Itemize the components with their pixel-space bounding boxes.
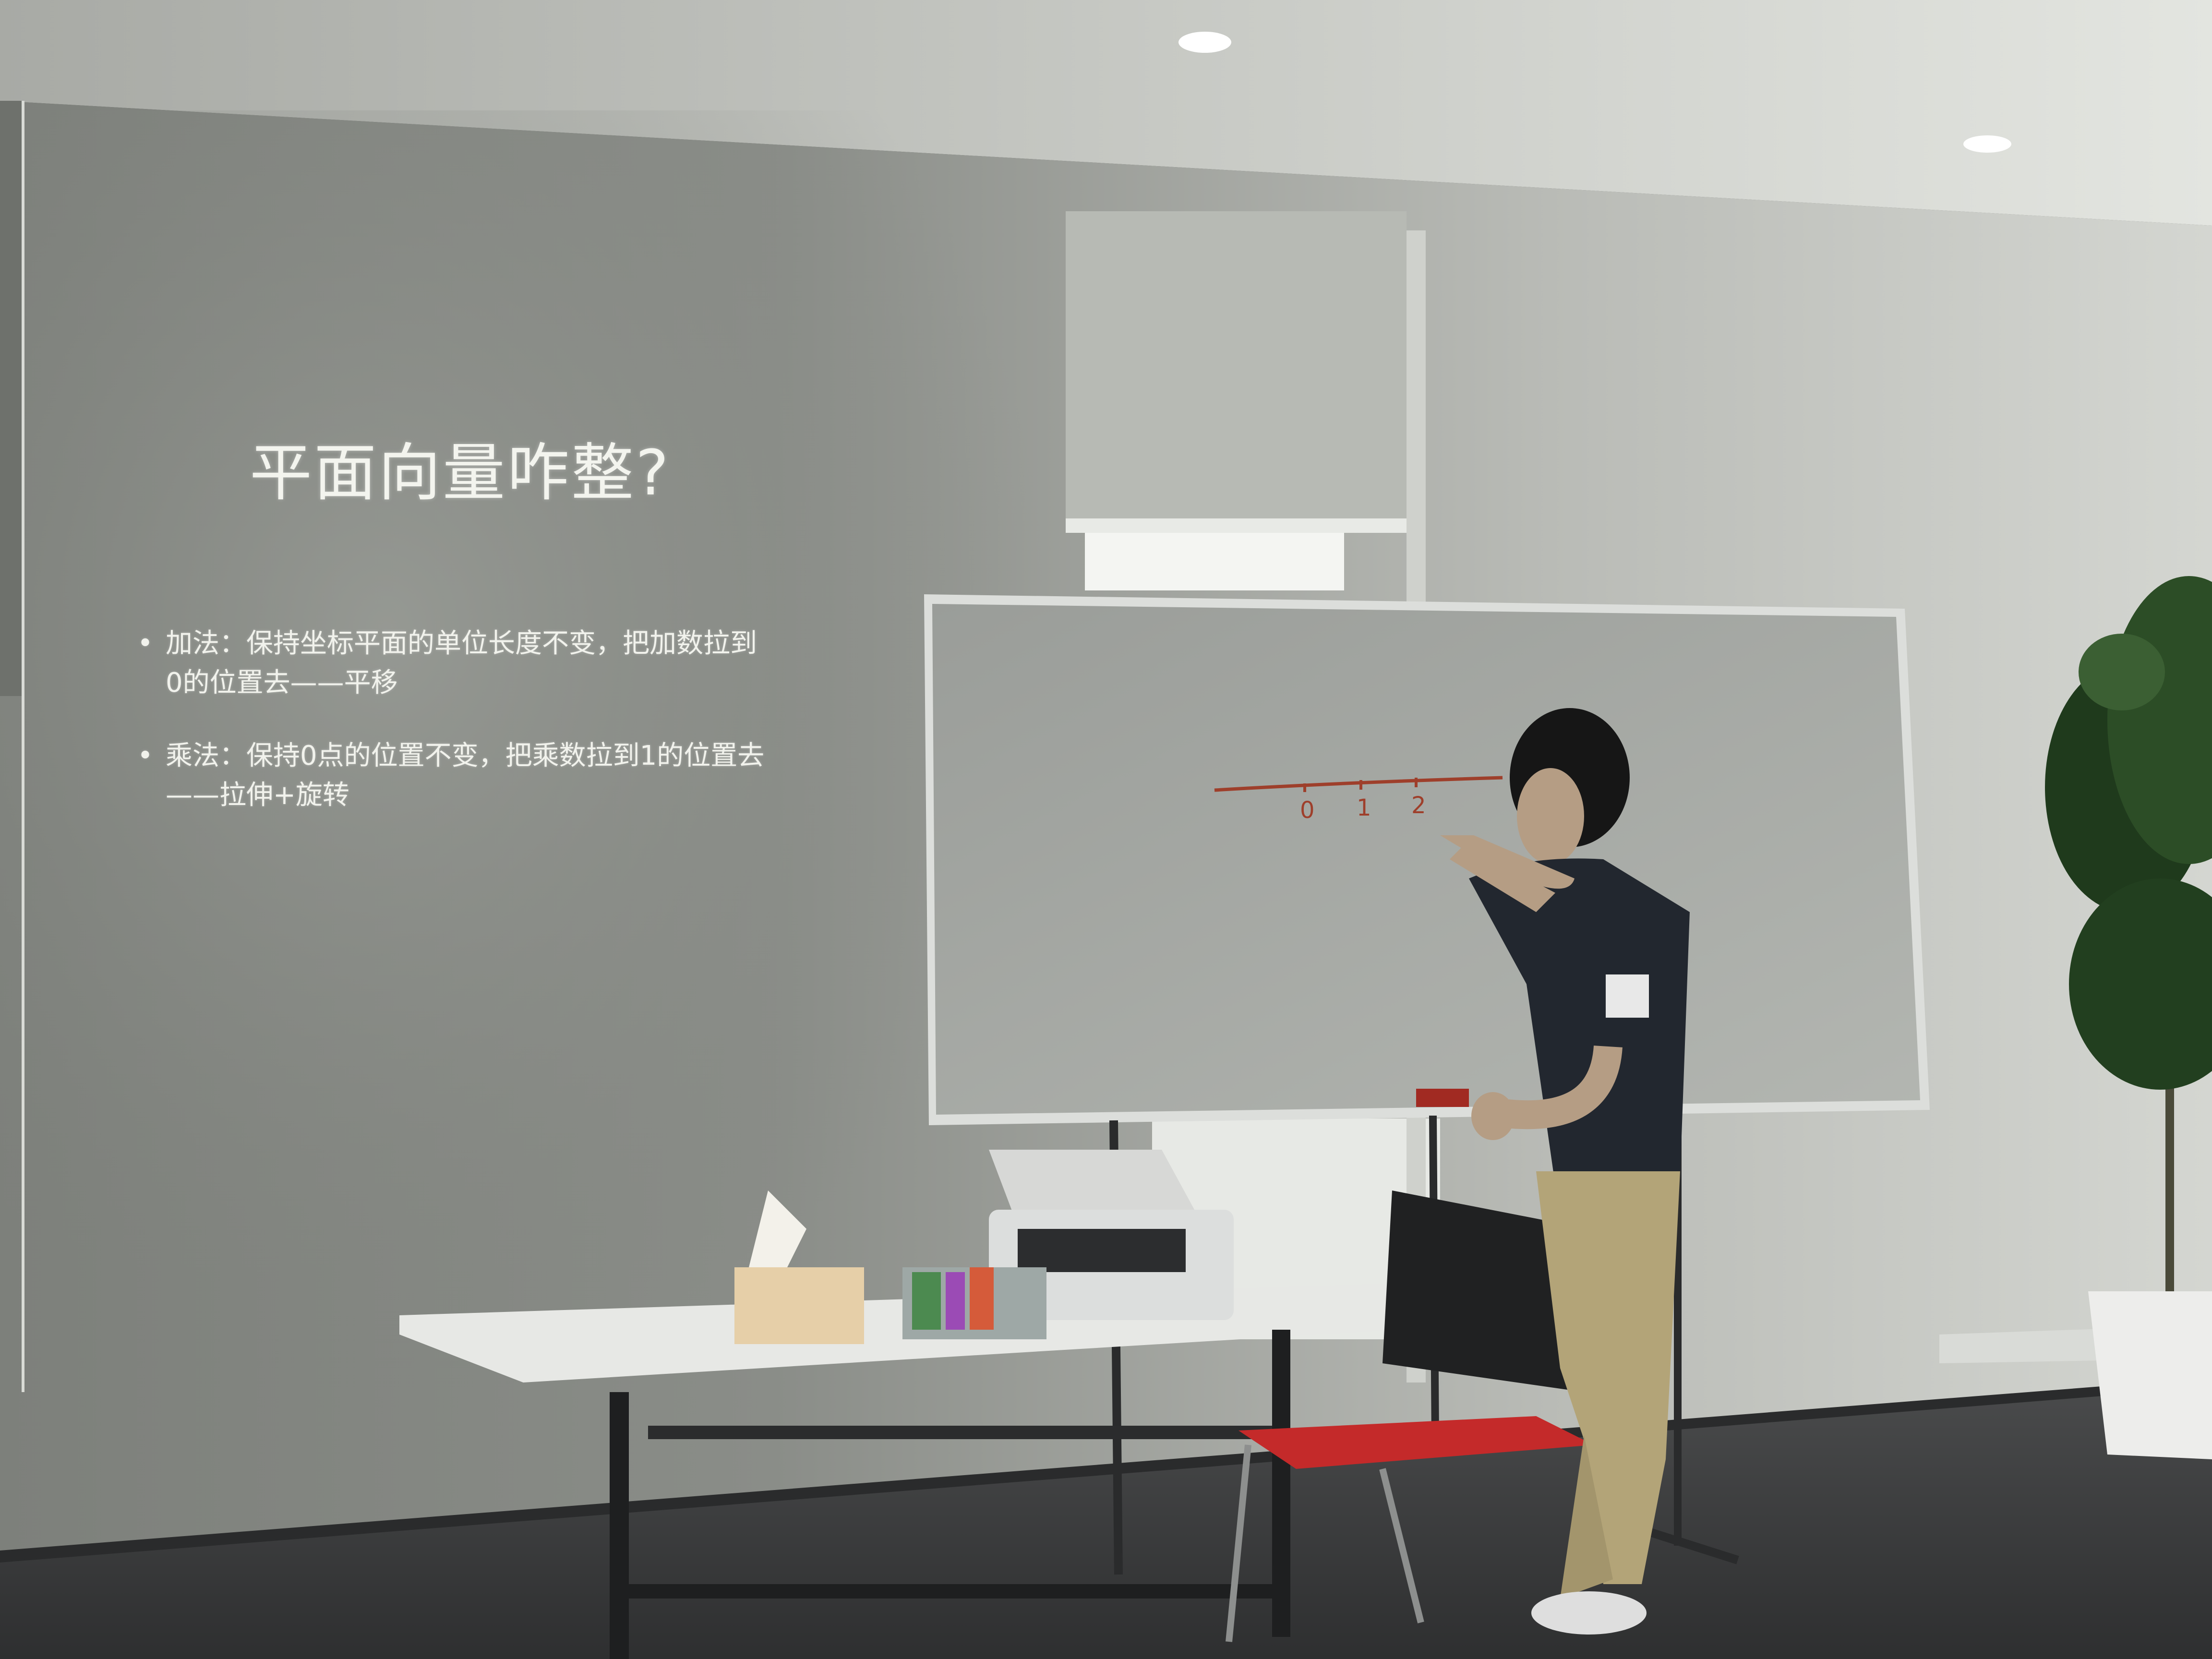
ceiling-light-1 xyxy=(1178,32,1231,53)
bullet-dot: • xyxy=(137,628,154,659)
whiteboard-label-2: 2 xyxy=(1411,792,1426,819)
slide-title: 平面向量咋整? xyxy=(250,436,671,509)
bullet-dot: • xyxy=(137,740,154,771)
chair xyxy=(1226,1190,1594,1642)
slide-bullet-list: • 加法：保持坐标平面的单位长度不变，把加数拉到0的位置去——平移 • 乘法：保… xyxy=(130,624,773,849)
ceiling xyxy=(0,0,2212,226)
whiteboard-label-0: 0 xyxy=(1300,797,1315,824)
tissue-box xyxy=(734,1267,864,1344)
bullet-addition-text: 加法：保持坐标平面的单位长度不变，把加数拉到0的位置去——平移 xyxy=(166,628,757,698)
ceiling-light-2 xyxy=(1963,135,2011,153)
screen-edge xyxy=(0,101,24,696)
bullet-multiplication: • 乘法：保持0点的位置不变，把乘数拉到1的位置去——拉伸+旋转 xyxy=(130,736,773,815)
number-line xyxy=(1214,776,1503,792)
person-at-whiteboard xyxy=(1440,708,1690,1635)
window-light xyxy=(1085,533,1344,590)
bullet-addition: • 加法：保持坐标平面的单位长度不变，把加数拉到0的位置去——平移 xyxy=(130,624,773,703)
potted-plant xyxy=(2045,576,2212,1459)
whiteboard-label-1: 1 xyxy=(1357,794,1371,821)
bullet-multiplication-text: 乘法：保持0点的位置不变，把乘数拉到1的位置去——拉伸+旋转 xyxy=(166,740,765,811)
window-blind xyxy=(1066,211,1407,528)
projection-glow xyxy=(0,110,1104,1407)
